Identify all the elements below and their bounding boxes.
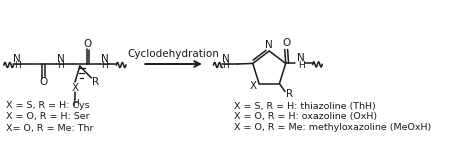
Text: N: N [222,54,230,64]
Text: H: H [57,61,64,71]
Text: X: X [72,83,79,93]
Text: N: N [13,54,21,64]
Text: R: R [91,77,99,87]
Text: H: H [101,61,108,71]
Text: N: N [265,40,273,50]
Text: R: R [286,89,293,99]
Text: X = O, R = H: oxazoline (OxH): X = O, R = H: oxazoline (OxH) [234,113,377,121]
Text: N: N [57,54,64,64]
Text: X = S, R = H: thiazoline (ThH): X = S, R = H: thiazoline (ThH) [234,101,375,111]
Text: X= O, R = Me: Thr: X= O, R = Me: Thr [6,124,93,133]
Text: H: H [298,61,304,70]
Text: O: O [282,38,290,48]
Text: X = O, R = Me: methyloxazoline (MeOxH): X = O, R = Me: methyloxazoline (MeOxH) [234,124,431,133]
Text: N: N [101,54,109,64]
Text: O: O [84,39,92,49]
Text: Cyclodehydration: Cyclodehydration [127,49,219,59]
Text: X = S, R = H: Cys: X = S, R = H: Cys [6,101,90,111]
Text: N: N [297,53,305,64]
Text: O: O [40,77,48,87]
Text: X = O, R = H: Ser: X = O, R = H: Ser [6,113,90,121]
Text: H: H [14,61,21,71]
Text: H: H [223,61,229,71]
Text: X: X [250,81,257,91]
Text: H: H [72,100,78,108]
